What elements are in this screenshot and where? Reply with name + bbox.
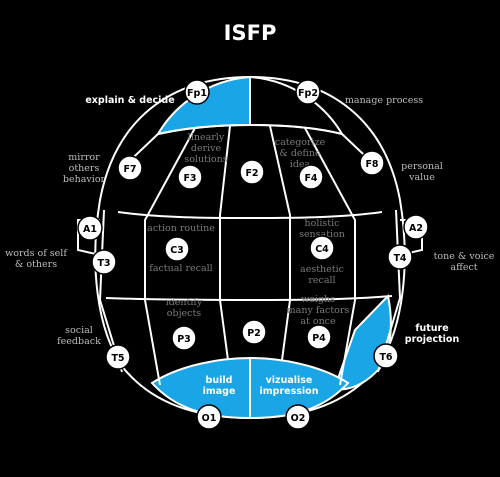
node-p2-label: P2 bbox=[247, 328, 261, 339]
node-f7-label: F7 bbox=[123, 164, 136, 175]
label-words-1: words of self bbox=[5, 248, 68, 259]
line-frontal bbox=[157, 123, 343, 135]
node-f4-label: F4 bbox=[304, 173, 317, 184]
node-c3: C3 bbox=[164, 236, 190, 262]
label-aesthetic-2: recall bbox=[308, 275, 335, 286]
label-categorize-1: categorize bbox=[275, 137, 326, 148]
label-mirror-2: others bbox=[69, 163, 100, 174]
node-fp1: Fp1 bbox=[184, 79, 210, 105]
node-fp2-label: Fp2 bbox=[298, 88, 318, 99]
label-categorize-2: & define bbox=[279, 148, 321, 159]
label-linearly-1: linearly bbox=[188, 132, 225, 143]
label-weighs-1: weighs bbox=[301, 294, 335, 305]
line-mid-lower bbox=[105, 295, 393, 301]
label-tone-2: affect bbox=[450, 262, 477, 273]
node-t6: T6 bbox=[373, 343, 399, 369]
label-visualise-1: vizualise bbox=[266, 375, 313, 386]
label-build-1: build bbox=[206, 375, 233, 386]
node-f3-label: F3 bbox=[183, 173, 196, 184]
node-a1-label: A1 bbox=[83, 224, 97, 235]
label-personal-2: value bbox=[408, 172, 435, 183]
line-center-right bbox=[269, 125, 291, 361]
label-factual-recall: factual recall bbox=[149, 263, 212, 274]
node-a1: A1 bbox=[77, 215, 103, 241]
node-p3-label: P3 bbox=[177, 334, 191, 345]
label-social-2: feedback bbox=[57, 336, 101, 347]
label-mirror-3: behavior bbox=[63, 174, 106, 185]
node-a2: A2 bbox=[403, 214, 429, 240]
label-future-1: future bbox=[415, 323, 448, 334]
head-regions bbox=[77, 75, 423, 420]
label-categorize-3: idea bbox=[290, 159, 311, 170]
label-build-2: image bbox=[203, 386, 236, 397]
electrode-nodes: Fp1 Fp2 F7 F8 F3 F2 F4 A1 A2 T3 T4 C3 C4… bbox=[77, 79, 429, 430]
label-tone-1: tone & voice bbox=[434, 251, 495, 262]
node-f2: F2 bbox=[239, 159, 265, 185]
region-o2 bbox=[249, 356, 350, 420]
node-p4: P4 bbox=[306, 324, 332, 350]
node-fp2: Fp2 bbox=[295, 79, 321, 105]
node-t4-label: T4 bbox=[393, 253, 406, 264]
node-a2-label: A2 bbox=[409, 223, 423, 234]
node-t5-label: T5 bbox=[111, 353, 124, 364]
label-aesthetic-1: aesthetic bbox=[300, 264, 344, 275]
node-f8-label: F8 bbox=[365, 159, 378, 170]
node-f4: F4 bbox=[298, 164, 324, 190]
label-future-2: projection bbox=[405, 334, 460, 345]
label-social-1: social bbox=[65, 325, 93, 336]
node-o2: O2 bbox=[285, 404, 311, 430]
node-p4-label: P4 bbox=[312, 333, 326, 344]
label-personal-1: personal bbox=[401, 161, 443, 172]
node-t5: T5 bbox=[105, 344, 131, 370]
node-f3: F3 bbox=[177, 164, 203, 190]
node-o1-label: O1 bbox=[202, 413, 217, 424]
node-f2-label: F2 bbox=[245, 168, 258, 179]
line-center-left bbox=[219, 125, 231, 361]
label-weighs-2: many factors bbox=[287, 305, 350, 316]
node-o1: O1 bbox=[196, 404, 222, 430]
region-labels: explain & decide manage process mirror o… bbox=[5, 95, 495, 397]
node-f7: F7 bbox=[117, 155, 143, 181]
label-identify-1: identify bbox=[166, 297, 203, 308]
label-linearly-2: derive bbox=[191, 143, 222, 154]
label-action-routine: action routine bbox=[147, 223, 215, 234]
label-words-2: & others bbox=[15, 259, 57, 270]
line-right-inner bbox=[304, 127, 356, 386]
label-linearly-3: solutions bbox=[184, 154, 227, 165]
node-p3: P3 bbox=[171, 325, 197, 351]
label-explain-decide: explain & decide bbox=[85, 95, 174, 106]
node-c3-label: C3 bbox=[170, 245, 184, 256]
label-mirror-1: mirror bbox=[68, 152, 100, 163]
page-title: ISFP bbox=[224, 21, 277, 45]
line-left-inner bbox=[144, 127, 196, 386]
label-holistic-2: sensation bbox=[299, 229, 345, 240]
label-weighs-3: at once bbox=[300, 316, 336, 327]
node-o2-label: O2 bbox=[291, 413, 306, 424]
node-p2: P2 bbox=[241, 319, 267, 345]
node-t3-label: T3 bbox=[97, 258, 110, 269]
node-t4: T4 bbox=[387, 244, 413, 270]
label-manage-process: manage process bbox=[345, 95, 423, 106]
node-f8: F8 bbox=[359, 150, 385, 176]
label-holistic-1: holistic bbox=[305, 218, 340, 229]
node-t3: T3 bbox=[91, 249, 117, 275]
node-c4-label: C4 bbox=[315, 244, 329, 255]
label-identify-2: objects bbox=[167, 308, 202, 319]
node-t6-label: T6 bbox=[379, 352, 392, 363]
line-mid-upper bbox=[117, 211, 383, 219]
node-c4: C4 bbox=[309, 235, 335, 261]
label-visualise-2: impression bbox=[260, 386, 319, 397]
node-fp1-label: Fp1 bbox=[187, 88, 207, 99]
